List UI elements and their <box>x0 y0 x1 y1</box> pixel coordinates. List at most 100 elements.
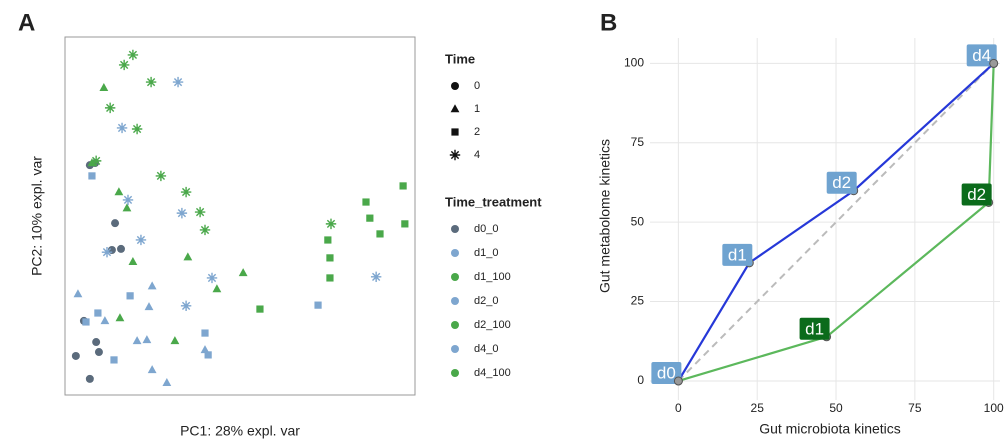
point <box>71 351 80 360</box>
y-tick-label: 0 <box>637 373 644 387</box>
point <box>100 316 110 325</box>
x-tick-label: 100 <box>984 401 1004 415</box>
point <box>99 83 109 92</box>
legend-label: d1_0 <box>474 247 498 259</box>
point <box>180 300 192 312</box>
point-label: d1 <box>805 319 824 338</box>
legend-label: d4_0 <box>474 343 498 355</box>
point <box>131 123 143 135</box>
legend-symbol <box>449 149 461 161</box>
point <box>326 254 334 262</box>
point <box>989 58 999 68</box>
x-tick-label: 50 <box>829 401 843 415</box>
label-box <box>651 361 682 384</box>
point <box>326 274 334 282</box>
point <box>94 309 102 317</box>
legend-title: Time <box>445 51 475 66</box>
point <box>399 182 407 190</box>
legend-symbol <box>451 297 459 305</box>
x-axis-title: PC1: 28% expl. var <box>180 423 300 439</box>
point <box>144 302 154 311</box>
point <box>122 194 134 206</box>
point-label: d2 <box>967 185 986 204</box>
point <box>172 76 184 88</box>
point <box>88 172 96 180</box>
legend-symbol <box>450 104 460 113</box>
point <box>324 236 332 244</box>
point <box>370 271 382 283</box>
point <box>87 158 97 167</box>
line <box>677 62 995 382</box>
legend-label: d2_0 <box>474 295 498 307</box>
legend-symbol <box>451 321 459 329</box>
point <box>183 252 193 261</box>
legend-symbol <box>451 273 459 281</box>
x-axis-title: Gut microbiota kinetics <box>759 421 901 437</box>
point <box>132 336 142 345</box>
legend-label: 0 <box>474 80 480 92</box>
panel-a-frame <box>64 36 416 396</box>
x-tick-label: 0 <box>675 401 682 415</box>
point <box>206 272 218 284</box>
point <box>92 338 101 347</box>
line <box>678 63 995 383</box>
point <box>117 244 125 253</box>
point <box>104 102 116 114</box>
point <box>142 335 152 344</box>
point <box>238 268 248 277</box>
y-axis-title: Gut metabolome kinetics <box>597 139 613 293</box>
point-label: d0 <box>657 363 676 382</box>
legend-label: d2_100 <box>474 319 511 331</box>
point <box>180 186 192 198</box>
point <box>366 214 374 222</box>
point <box>126 292 134 300</box>
point <box>115 313 125 322</box>
y-tick-label: 25 <box>631 294 645 308</box>
point <box>170 336 180 345</box>
y-tick-label: 50 <box>631 214 645 228</box>
point <box>122 203 132 212</box>
point <box>256 305 264 313</box>
point <box>204 351 212 359</box>
point <box>94 348 103 357</box>
x-tick-label: 75 <box>908 401 922 415</box>
point <box>147 281 157 290</box>
label-box <box>799 317 830 340</box>
label-box <box>961 183 992 206</box>
point <box>199 224 211 236</box>
panel-label: B <box>600 9 617 36</box>
point <box>194 206 206 218</box>
point <box>673 376 683 386</box>
legend-label: d4_100 <box>474 367 511 379</box>
legend-symbol <box>451 82 459 90</box>
point <box>314 301 322 309</box>
reference-line <box>677 62 995 382</box>
point <box>110 356 118 364</box>
point <box>127 49 139 61</box>
legend-label: d1_100 <box>474 271 511 283</box>
point <box>401 220 409 228</box>
point <box>376 230 384 238</box>
legend-symbol <box>451 128 459 136</box>
point <box>162 378 172 387</box>
point <box>82 318 90 326</box>
point <box>135 234 147 246</box>
point <box>201 329 209 337</box>
point <box>325 218 337 230</box>
legend-label: d0_0 <box>474 223 498 235</box>
point <box>128 257 138 266</box>
legend-label: 1 <box>474 103 480 115</box>
label-box <box>722 243 753 266</box>
point <box>90 155 102 167</box>
point <box>212 284 222 293</box>
legend-label: 2 <box>474 126 480 138</box>
point <box>145 76 157 88</box>
point-label: d2 <box>832 173 851 192</box>
y-tick-label: 75 <box>631 135 645 149</box>
label-box <box>826 171 857 194</box>
point <box>362 198 370 206</box>
legend-symbol <box>451 345 459 353</box>
point <box>101 246 113 258</box>
x-tick-label: 25 <box>751 401 765 415</box>
